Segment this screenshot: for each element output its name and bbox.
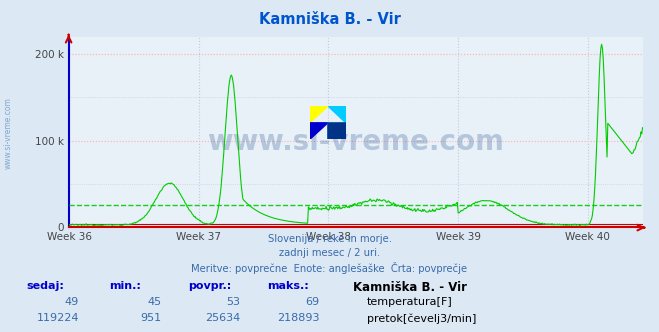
- Text: 25634: 25634: [206, 313, 241, 323]
- Text: 45: 45: [148, 297, 161, 307]
- Text: pretok[čevelj3/min]: pretok[čevelj3/min]: [367, 313, 476, 324]
- Text: Slovenija / reke in morje.: Slovenija / reke in morje.: [268, 234, 391, 244]
- Text: 119224: 119224: [37, 313, 79, 323]
- Text: povpr.:: povpr.:: [188, 281, 231, 290]
- Text: 218893: 218893: [277, 313, 320, 323]
- Text: 53: 53: [227, 297, 241, 307]
- Text: sedaj:: sedaj:: [26, 281, 64, 290]
- Text: 951: 951: [140, 313, 161, 323]
- Text: min.:: min.:: [109, 281, 140, 290]
- Text: zadnji mesec / 2 uri.: zadnji mesec / 2 uri.: [279, 248, 380, 258]
- Text: 69: 69: [306, 297, 320, 307]
- Text: www.si-vreme.com: www.si-vreme.com: [208, 127, 504, 155]
- Polygon shape: [310, 123, 328, 139]
- Text: 49: 49: [65, 297, 79, 307]
- Polygon shape: [328, 123, 346, 139]
- Text: maks.:: maks.:: [267, 281, 308, 290]
- Text: Kamniška B. - Vir: Kamniška B. - Vir: [353, 281, 467, 293]
- Text: Kamniška B. - Vir: Kamniška B. - Vir: [258, 12, 401, 27]
- Polygon shape: [328, 106, 346, 123]
- Text: temperatura[F]: temperatura[F]: [367, 297, 453, 307]
- Polygon shape: [328, 123, 346, 139]
- Text: Meritve: povprečne  Enote: anglešaške  Črta: povprečje: Meritve: povprečne Enote: anglešaške Črt…: [191, 262, 468, 274]
- Polygon shape: [310, 106, 328, 123]
- Text: www.si-vreme.com: www.si-vreme.com: [3, 97, 13, 169]
